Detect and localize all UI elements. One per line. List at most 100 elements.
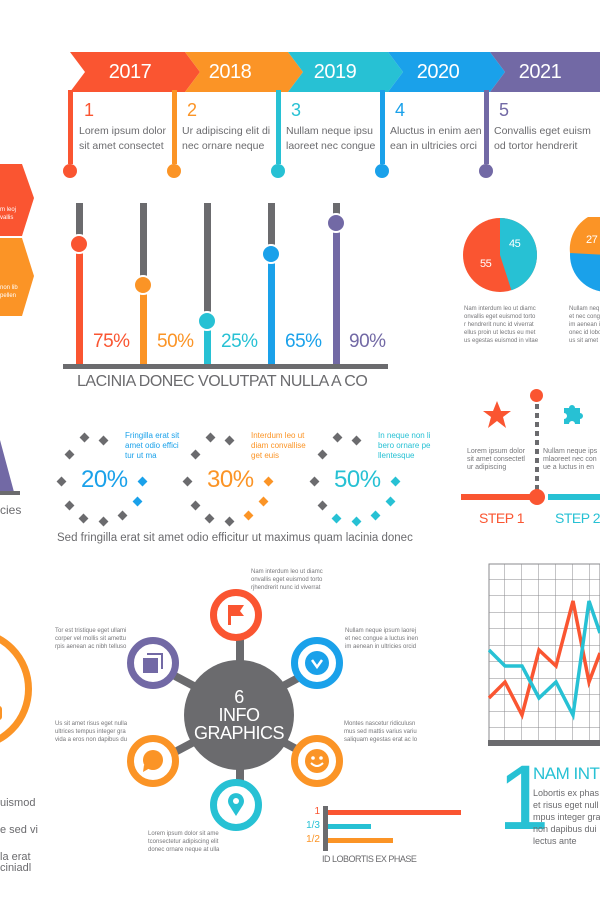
star-icon [483, 401, 511, 428]
timeline-stem [68, 90, 73, 164]
bar-fill [140, 286, 147, 368]
step2-text: Nullam neque ips mlaoreet nec con ue a luc… [543, 448, 598, 471]
ring-text: In neque non li bero ornare pe llentesque [378, 431, 431, 460]
bar-label: 50% [157, 331, 194, 352]
hbar-label: 1/3 [306, 820, 320, 831]
left-text: uismod [0, 797, 36, 809]
bar-baseline [63, 364, 388, 369]
rings-caption: Sed fringilla erat sit amet odio efficit… [57, 532, 413, 544]
bar-label: 90% [349, 331, 386, 352]
hub-text-right-bottom: Montes nascetur ridiculusn mus sed mattis… [344, 721, 418, 743]
hbar-axis [323, 806, 328, 851]
flag-node[interactable] [210, 589, 262, 641]
hexagon-text: non lib pellen [0, 285, 18, 299]
step1-text: Lorem ipsum dolor sit amet consectetl ur a… [467, 448, 525, 471]
dashed-line [535, 404, 539, 492]
timeline-stem [276, 90, 281, 164]
hub-text-top: Nam interdum leo ut diamc onvallis eget e… [251, 569, 323, 591]
bar-fill [204, 322, 211, 368]
pie-description: Nullam neq et nec congu im aenean i onec id… [569, 306, 600, 344]
timeline-dot [375, 164, 389, 178]
triangle-shape [0, 440, 20, 495]
timeline-text: Lorem ipsum dolor sit amet consectet [79, 125, 166, 152]
pie-chart-1 [463, 218, 537, 292]
step-dot-top [530, 389, 543, 402]
timeline-number: 2 [187, 100, 197, 120]
ring-text: Interdum leo ut diam convallise get euis [251, 431, 306, 460]
chat-node[interactable] [127, 735, 179, 787]
ring-text: Fringilla erat sit amet odio effici tur ut… [125, 431, 180, 460]
hbar-label: 1/2 [306, 834, 320, 845]
year-2021: 2021 [518, 60, 562, 83]
callout-title: NAM INTE [533, 764, 600, 783]
ring-accent [0, 706, 2, 720]
bar-fill [76, 245, 83, 368]
hbar-title: ID LOBORTIS EX PHASE [322, 854, 417, 864]
step2-bar [548, 494, 600, 500]
ring-percent: 50% [334, 466, 381, 493]
year-2020: 2020 [416, 60, 460, 83]
step2-label: STEP 2 [555, 510, 600, 526]
chevron-check-icon [305, 651, 329, 675]
timeline-stem [380, 90, 385, 164]
ring-percent: 30% [207, 466, 254, 493]
step1-label: STEP 1 [479, 510, 525, 526]
pie-label: 55 [480, 258, 492, 270]
orange-ring [0, 628, 32, 750]
spoke [236, 630, 244, 670]
timeline-text: Ur adipiscing elit di nec ornare neque [182, 125, 271, 152]
location-node[interactable] [210, 779, 262, 831]
timeline-arrows [70, 52, 600, 92]
bar-fill [268, 255, 275, 368]
bar-label: 65% [285, 331, 322, 352]
timeline-text: Nullam neque ipsu laoreet nec congue [286, 125, 376, 152]
timeline-text: Convallis eget euism od tortor hendrerit [494, 125, 591, 152]
left-hexagons [0, 164, 34, 316]
hbar-label: 1 [314, 806, 320, 817]
left-text: e sed vi [0, 824, 38, 836]
pie-chart-2 [569, 217, 600, 292]
smile-node[interactable] [291, 735, 343, 787]
layers-node[interactable] [127, 637, 179, 689]
big-number: 1 [498, 747, 549, 849]
timeline-number: 5 [499, 100, 509, 120]
year-2019: 2019 [313, 60, 357, 83]
line-chart [488, 563, 600, 746]
step1-bar [461, 494, 531, 500]
hub-text-left-top: Tor est tristique eget ullami corper vel … [55, 628, 127, 650]
spoke [236, 750, 244, 790]
timeline-dot [63, 164, 77, 178]
year-2017: 2017 [108, 60, 152, 83]
pie-description: Nam interdum leo ut diamc onvallis eget e… [464, 306, 539, 344]
hub-center: 6 INFO GRAPHICS [184, 660, 294, 770]
check-node[interactable] [291, 637, 343, 689]
timeline-stem [172, 90, 177, 164]
layers-icon [143, 653, 163, 673]
callout-text: Lobortis ex phas et risus eget null mpus i… [533, 788, 600, 846]
hbar [328, 824, 371, 829]
year-2018: 2018 [208, 60, 252, 83]
bar-knob [69, 234, 89, 254]
map-pin-icon [228, 793, 244, 816]
hub-text-left-bottom: Us sit amet risus eget nulla ultrices tem… [55, 721, 128, 743]
flag-icon [228, 605, 244, 625]
bar-track [204, 203, 211, 368]
step-dot-bottom [529, 489, 545, 505]
bar-knob [133, 275, 153, 295]
chat-bubble-icon [143, 750, 163, 772]
bar-chart-title: LACINIA DONEC VOLUTPAT NULLA A CO [77, 373, 368, 390]
bar-label: 25% [221, 331, 258, 352]
timeline-dot [271, 164, 285, 178]
hub-text-right-top: Nullam neque ipsum laorej et nec congue a… [345, 628, 419, 650]
hbar [328, 838, 393, 843]
timeline-stem [484, 90, 489, 164]
timeline-dot [167, 164, 181, 178]
bar-knob [197, 311, 217, 331]
pie-label: 45 [509, 238, 521, 250]
timeline-dot [479, 164, 493, 178]
bar-fill [333, 232, 340, 368]
bar-knob [326, 213, 346, 233]
smiley-icon [305, 749, 329, 773]
timeline-number: 3 [291, 100, 301, 120]
bar-knob [261, 244, 281, 264]
